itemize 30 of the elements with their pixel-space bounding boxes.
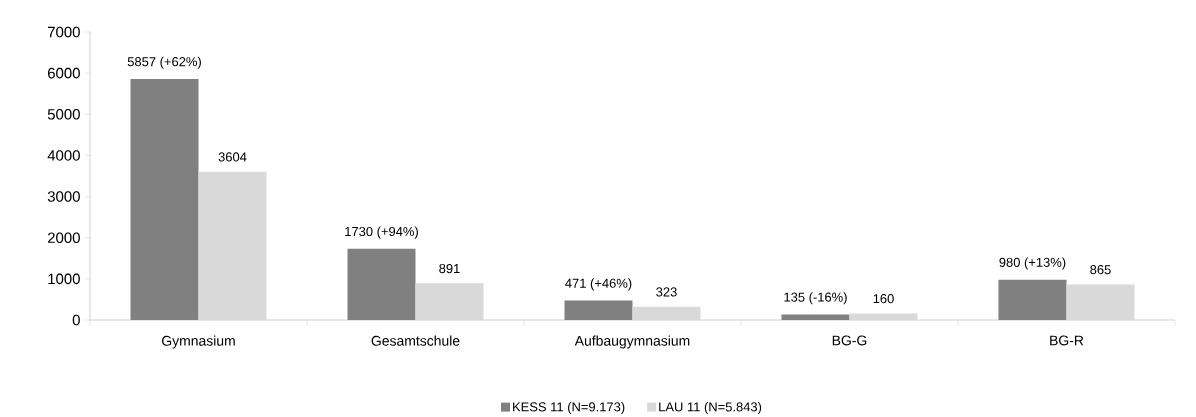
data-label: 160 [873, 294, 894, 304]
x-tick-label: Gesamtschule [371, 335, 460, 346]
data-label: 135 (-16%) [784, 292, 847, 305]
bar [849, 313, 918, 320]
bar [415, 283, 484, 320]
y-tick-label: 1000 [48, 273, 80, 285]
x-tick-label: Gymnasium [162, 335, 235, 349]
data-label: 471 (+46%) [565, 278, 632, 291]
y-tick-label: 0 [72, 314, 80, 326]
y-tick-label: 4000 [47, 150, 80, 161]
legend-label: KESS 11 (N=9.173) [513, 401, 625, 415]
bar [1066, 284, 1135, 320]
y-tick-label: 2000 [47, 232, 80, 243]
data-label: 3604 [218, 152, 247, 162]
data-label: 980 (+13%) [999, 257, 1066, 270]
bar [632, 306, 701, 320]
y-tick-label: 3000 [47, 191, 80, 202]
x-tick-label: Aufbaugymnasium [574, 335, 690, 349]
bar [198, 171, 267, 320]
y-tick-label: 7000 [48, 26, 80, 38]
y-tick-label: 5000 [47, 108, 80, 120]
data-label: 323 [656, 287, 677, 297]
data-label: 5857 (+62%) [127, 56, 201, 69]
data-label: 891 [439, 263, 460, 274]
x-tick-label: BG-R [1050, 335, 1084, 346]
legend-label: LAU 11 (N=5.843) [659, 401, 762, 415]
data-label: 865 [1090, 265, 1111, 275]
data-label: 1730 (+94%) [345, 226, 418, 239]
y-tick-label: 6000 [48, 67, 80, 79]
x-tick-label: BG-G [832, 335, 867, 346]
